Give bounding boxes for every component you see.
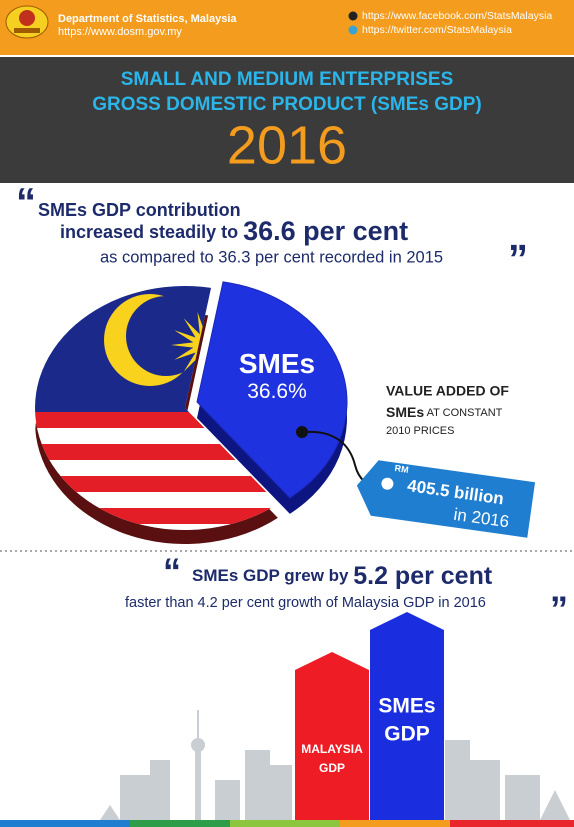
- quote-text: faster than 4.2 per cent growth of Malay…: [125, 595, 486, 611]
- bar-label: SMEs: [378, 695, 435, 718]
- connector-dot: [296, 426, 308, 438]
- title-band: [0, 57, 574, 183]
- twitter-icon: [348, 25, 358, 35]
- quote-emphasis: 5.2 per cent: [353, 562, 493, 590]
- slice-label: SMEs: [239, 348, 315, 379]
- tag-currency: RM: [394, 463, 409, 475]
- quote-emphasis: 36.6 per cent: [243, 216, 408, 246]
- quote-text: as compared to 36.3 per cent recorded in…: [100, 248, 443, 266]
- pie-slice: [196, 281, 348, 499]
- header-bar: [0, 0, 574, 55]
- org-name: Department of Statistics, Malaysia: [58, 13, 237, 25]
- bar-label: GDP: [384, 723, 430, 746]
- title-line: SMALL AND MEDIUM ENTERPRISES: [121, 69, 454, 90]
- value-added-label: SMEs: [386, 404, 424, 420]
- value-added-label: SMEs AT CONSTANT: [386, 404, 503, 420]
- quote-mark: “: [163, 551, 181, 592]
- bars: MALAYSIA GDP SMEs GDP: [295, 612, 444, 820]
- quote-text: SMEs GDP contribution: [38, 200, 241, 220]
- value-added-label: AT CONSTANT: [424, 407, 503, 419]
- quote-text: SMEs GDP grew by: [192, 566, 353, 585]
- facebook-link[interactable]: https://www.facebook.com/StatsMalaysia: [362, 10, 552, 22]
- bar: [370, 612, 444, 820]
- quote-text: increased steadily to: [60, 222, 243, 242]
- flag-stripe: [34, 444, 278, 460]
- footer-stripe: [0, 820, 574, 827]
- value-added-label: 2010 PRICES: [386, 425, 454, 437]
- bar-label: MALAYSIA: [301, 742, 363, 756]
- facebook-icon: [348, 11, 358, 21]
- org-url[interactable]: https://www.dosm.gov.my: [58, 26, 182, 38]
- title-line: GROSS DOMESTIC PRODUCT (SMEs GDP): [92, 94, 482, 115]
- skyline: [100, 710, 570, 820]
- flag-stripe: [34, 476, 278, 492]
- quote-mark: ”: [508, 238, 528, 282]
- quote-text: increased steadily to 36.6 per cent: [60, 216, 408, 246]
- twitter-link[interactable]: https://twitter.com/StatsMalaysia: [362, 24, 512, 36]
- crescent-cut: [126, 296, 206, 376]
- slice-value: 36.6%: [247, 380, 307, 403]
- value-added-label: VALUE ADDED OF: [386, 383, 509, 399]
- tag-shape: [356, 460, 536, 538]
- bar-label: GDP: [319, 761, 345, 775]
- bar: [295, 652, 369, 820]
- title-year: 2016: [227, 115, 347, 175]
- tag-hole: [381, 477, 394, 490]
- value-tag: RM 405.5 billion in 2016: [356, 460, 536, 538]
- quote-mark: ”: [550, 589, 568, 630]
- quote-mark: “: [16, 181, 36, 225]
- logo: [5, 5, 49, 39]
- quote-text: SMEs GDP grew by 5.2 per cent: [192, 562, 493, 590]
